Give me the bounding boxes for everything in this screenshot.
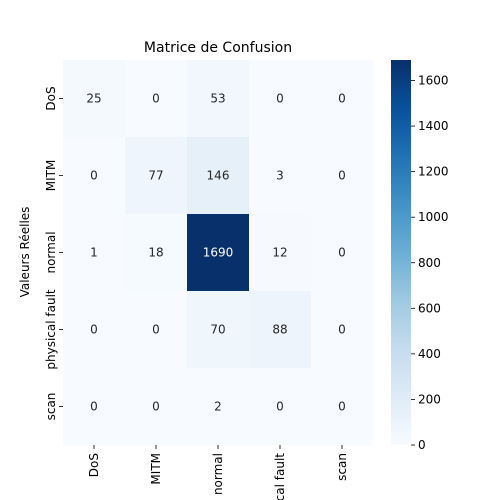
heatmap-cell-value-2-0: 1 (90, 246, 98, 260)
heatmap-cell-value-1-3: 3 (276, 169, 284, 183)
heatmap-cell-value-2-4: 0 (338, 246, 346, 260)
heatmap-cell-value-4-3: 0 (276, 400, 284, 414)
y-tick-label-0: DoS (44, 86, 58, 110)
heatmap-cell-3-4 (311, 291, 374, 369)
y-axis-ticks: DoS MITM normal physical fault scan (44, 86, 63, 420)
heatmap-cell-1-3 (249, 137, 312, 215)
colorbar-tick-label-3: 600 (418, 301, 441, 315)
x-tick-label-4: scan (335, 453, 349, 481)
heatmap-cell-values: 25 0 53 0 0 0 77 146 3 0 1 18 1690 12 0 0 0 70 88 0 0 0 2 0 0 (86, 92, 345, 414)
heatmap-cell-0-0 (63, 60, 126, 138)
y-tick-label-3: physical fault (44, 289, 58, 370)
colorbar-ticks: 0 200 400 600 800 1000 1200 1400 1600 (411, 74, 449, 452)
heatmap-cells (63, 60, 374, 446)
colorbar-tick-label-2: 400 (418, 347, 441, 361)
heatmap-cell-3-1 (125, 291, 188, 369)
heatmap-cell-value-1-2: 146 (207, 169, 230, 183)
heatmap-cell-3-0 (63, 291, 126, 369)
colorbar-tick-label-0: 0 (418, 438, 426, 452)
x-tick-label-1: MITM (149, 453, 163, 485)
heatmap-cell-value-0-0: 25 (86, 92, 101, 106)
x-tick-label-2: normal (211, 453, 225, 495)
heatmap-cell-value-0-4: 0 (338, 92, 346, 106)
x-tick-label-3: physical fault (273, 453, 287, 500)
heatmap-cell-4-3 (249, 368, 312, 446)
colorbar-tick-label-7: 1400 (418, 119, 449, 133)
heatmap-cell-value-3-3: 88 (272, 323, 287, 337)
heatmap-cell-4-1 (125, 368, 188, 446)
heatmap-cell-0-3 (249, 60, 312, 138)
heatmap-cell-value-4-2: 2 (214, 400, 222, 414)
heatmap-cell-value-2-1: 18 (148, 246, 163, 260)
heatmap-cell-2-3 (249, 214, 312, 292)
heatmap-cell-value-0-2: 53 (210, 92, 225, 106)
heatmap-cell-value-4-0: 0 (90, 400, 98, 414)
y-tick-label-4: scan (44, 393, 58, 421)
heatmap-cell-1-1 (125, 137, 188, 215)
heatmap-cell-value-0-3: 0 (276, 92, 284, 106)
heatmap-cell-2-4 (311, 214, 374, 292)
heatmap-cell-3-2 (187, 291, 250, 369)
heatmap-cell-value-1-1: 77 (148, 169, 163, 183)
y-axis-label: Valeurs Réelles (18, 207, 32, 298)
y-tick-label-2: normal (44, 231, 58, 273)
heatmap-cell-0-1 (125, 60, 188, 138)
heatmap-cell-0-2 (187, 60, 250, 138)
heatmap-cell-1-0 (63, 137, 126, 215)
heatmap-cell-value-3-0: 0 (90, 323, 98, 337)
heatmap-cell-value-3-4: 0 (338, 323, 346, 337)
y-tick-label-1: MITM (44, 160, 58, 192)
heatmap-cell-4-0 (63, 368, 126, 446)
colorbar-tick-label-1: 200 (418, 392, 441, 406)
heatmap-cell-value-1-0: 0 (90, 169, 98, 183)
heatmap-cell-2-0 (63, 214, 126, 292)
heatmap-cell-0-4 (311, 60, 374, 138)
colorbar-tick-label-8: 1600 (418, 74, 449, 88)
chart-title: Matrice de Confusion (144, 40, 292, 56)
heatmap-cell-value-4-4: 0 (338, 400, 346, 414)
colorbar (391, 60, 411, 445)
heatmap-cell-3-3 (249, 291, 312, 369)
heatmap-cell-value-4-1: 0 (152, 400, 160, 414)
x-tick-label-0: DoS (87, 453, 101, 477)
heatmap-cell-value-3-2: 70 (210, 323, 225, 337)
colorbar-tick-label-6: 1200 (418, 165, 449, 179)
heatmap-cell-2-1 (125, 214, 188, 292)
colorbar-tick-label-4: 800 (418, 256, 441, 270)
heatmap-cell-value-2-2: 1690 (203, 246, 234, 260)
heatmap-cell-value-3-1: 0 (152, 323, 160, 337)
heatmap-cell-4-4 (311, 368, 374, 446)
colorbar-tick-label-5: 1000 (418, 210, 449, 224)
heatmap-cell-value-0-1: 0 (152, 92, 160, 106)
heatmap-cell-value-1-4: 0 (338, 169, 346, 183)
heatmap-cell-4-2 (187, 368, 250, 446)
heatmap-cell-2-2 (187, 214, 250, 292)
heatmap-cell-value-2-3: 12 (272, 246, 287, 260)
heatmap-cell-1-2 (187, 137, 250, 215)
heatmap-cell-1-4 (311, 137, 374, 215)
x-axis-ticks: DoS MITM normal physical fault scan (87, 445, 349, 500)
